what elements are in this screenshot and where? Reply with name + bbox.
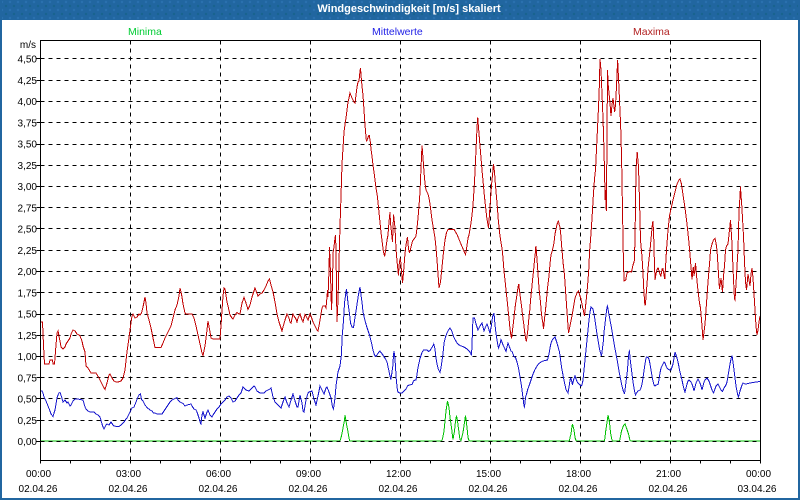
svg-text:15:00: 15:00: [476, 469, 501, 480]
svg-text:3,25: 3,25: [18, 161, 38, 172]
svg-text:02.04.26: 02.04.26: [559, 484, 598, 495]
svg-text:02.04.26: 02.04.26: [379, 484, 418, 495]
svg-text:09:00: 09:00: [296, 469, 321, 480]
svg-text:1,00: 1,00: [18, 352, 38, 363]
svg-text:m/s: m/s: [20, 40, 36, 51]
svg-text:2,75: 2,75: [18, 203, 38, 214]
svg-text:1,25: 1,25: [18, 331, 38, 342]
svg-text:4,00: 4,00: [18, 97, 38, 108]
svg-text:3,75: 3,75: [18, 118, 38, 129]
svg-text:21:00: 21:00: [656, 469, 681, 480]
svg-text:02.04.26: 02.04.26: [109, 484, 148, 495]
svg-text:3,00: 3,00: [18, 182, 38, 193]
svg-text:2,50: 2,50: [18, 225, 38, 236]
svg-text:4,50: 4,50: [18, 55, 38, 66]
svg-text:00:00: 00:00: [26, 469, 51, 480]
svg-text:03.04.26: 03.04.26: [738, 484, 777, 495]
svg-text:02.04.26: 02.04.26: [199, 484, 238, 495]
svg-text:2,00: 2,00: [18, 267, 38, 278]
svg-text:18:00: 18:00: [566, 469, 591, 480]
svg-text:02.04.26: 02.04.26: [19, 484, 58, 495]
svg-text:03:00: 03:00: [116, 469, 141, 480]
svg-text:02.04.26: 02.04.26: [649, 484, 688, 495]
svg-text:1,75: 1,75: [18, 288, 38, 299]
svg-text:02.04.26: 02.04.26: [469, 484, 508, 495]
svg-text:0,00: 0,00: [18, 437, 38, 448]
svg-text:02.04.26: 02.04.26: [289, 484, 328, 495]
svg-text:1,50: 1,50: [18, 310, 38, 321]
svg-text:0,75: 0,75: [18, 373, 38, 384]
svg-text:3,50: 3,50: [18, 140, 38, 151]
svg-text:0,50: 0,50: [18, 395, 38, 406]
svg-text:00:00: 00:00: [746, 469, 771, 480]
svg-text:4,25: 4,25: [18, 76, 38, 87]
svg-text:2,25: 2,25: [18, 246, 38, 257]
svg-text:12:00: 12:00: [386, 469, 411, 480]
svg-text:06:00: 06:00: [206, 469, 231, 480]
svg-text:0,25: 0,25: [18, 416, 38, 427]
